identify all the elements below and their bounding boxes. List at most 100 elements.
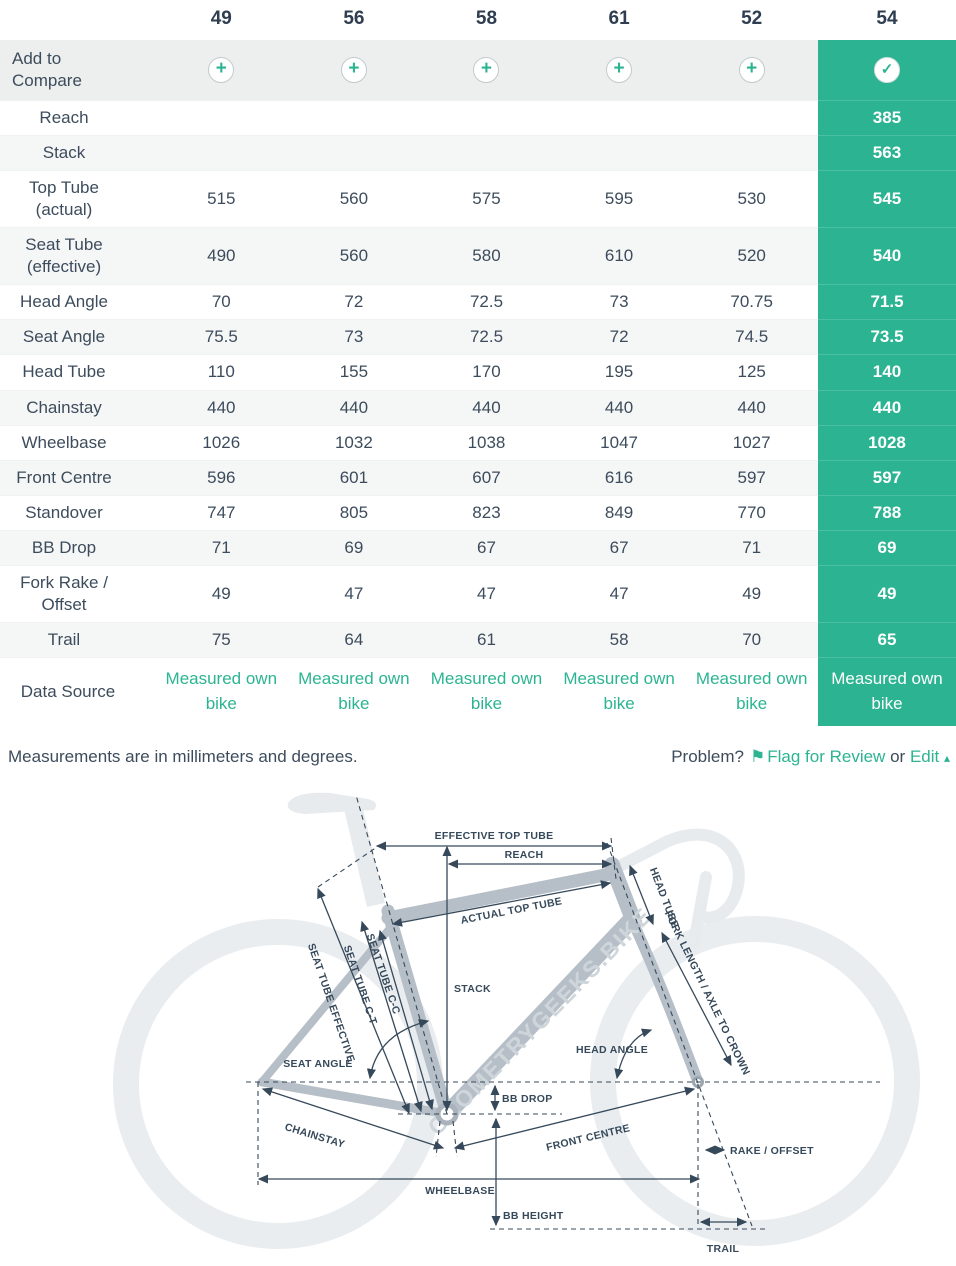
cell: 610 [552,227,686,285]
cell: 110 [155,354,288,391]
cell: 72.5 [420,284,553,320]
plus-icon: + [746,58,758,80]
cell-highlighted: 73.5 [817,319,956,355]
row-label-add-to-compare: Add to Compare [12,48,82,90]
cell-highlighted: 385 [817,99,956,136]
add-to-compare-button[interactable]: + [340,56,367,83]
cell: 73 [287,319,421,355]
cell-highlighted: 440 [817,389,956,426]
cell: 520 [685,227,818,285]
label-stack: STACK [454,983,491,995]
cell: 72 [552,319,686,355]
size-header-61: 61 [552,0,686,40]
cell: 70.75 [685,284,818,320]
caret-up-icon: ▴ [943,750,950,765]
row-label: Front Centre [16,467,112,487]
cell: 515 [155,169,288,228]
add-to-compare-button[interactable]: + [473,56,500,83]
row-label: Stack [42,142,86,162]
cell-highlighted: 1028 [817,424,956,461]
cell [155,99,288,136]
cell: 75.5 [155,319,288,355]
add-to-compare-row: Add to Compare + + + + + ✓ [0,39,956,101]
cell: 73 [552,284,686,320]
size-header-58: 58 [420,0,553,40]
table-row-data-source: Data Source Measured own bike Measured o… [0,657,956,726]
cell: 64 [287,622,421,658]
cell: 67 [552,529,686,566]
cell: 595 [552,169,686,228]
label-bb-height: BB HEIGHT [503,1210,564,1222]
label-trail: TRAIL [707,1243,740,1255]
size-header-52: 52 [685,0,818,40]
cell: 47 [287,564,421,623]
cell-highlighted: 71.5 [817,284,956,320]
data-source-cell-highlighted: Measured own bike [817,657,956,726]
seat-angle-arc [366,1018,430,1079]
cell: 1027 [685,424,818,461]
cell: 70 [155,284,288,320]
head-tube-dim [629,864,654,925]
table-row-trail: Trail 75 64 61 58 70 65 [0,622,956,658]
cell: 560 [287,227,421,285]
cell: 47 [552,564,686,623]
cell: 49 [155,564,288,623]
label-effective-top-tube: EFFECTIVE TOP TUBE [435,830,554,842]
table-row-seat-tube: Seat Tube (effective) 490 560 580 610 52… [0,227,956,285]
table-row-chainstay: Chainstay 440 440 440 440 440 440 [0,389,956,426]
cell-highlighted: 545 [817,169,956,228]
cell: 70 [685,622,818,658]
cell: 440 [552,389,686,426]
actual-top-tube-dim [391,879,612,927]
data-source-cell: Measured own bike [287,657,421,726]
cell: 72.5 [420,319,553,355]
cell-highlighted: 140 [817,354,956,391]
cell [287,99,421,136]
row-label: Trail [47,630,81,650]
cell: 440 [420,389,553,426]
size-header-49: 49 [155,0,288,40]
or-text: or [890,746,906,766]
row-label: Fork Rake / Offset [20,573,108,615]
cell [552,99,686,136]
row-label: Top Tube (actual) [29,177,99,219]
table-row-top-tube: Top Tube (actual) 515 560 575 595 530 54… [0,169,956,228]
geometry-table: 49 56 58 61 52 54 Add to Compare + + + +… [0,0,956,726]
front-wheel [590,915,920,1246]
data-source-cell: Measured own bike [155,657,288,726]
cell-highlighted: 563 [817,134,956,171]
cell-highlighted: 597 [817,459,956,496]
cell: 1032 [287,424,421,461]
cell: 1026 [155,424,288,461]
size-header-row: 49 56 58 61 52 54 [0,0,956,40]
cell [287,134,421,171]
cell: 75 [155,622,288,658]
add-to-compare-button[interactable]: + [208,56,235,83]
table-row-reach: Reach 385 [0,99,956,136]
table-row-stack: Stack 563 [0,134,956,171]
edit-link[interactable]: Edit [909,746,940,766]
add-to-compare-button[interactable]: + [606,56,633,83]
compare-selected-button[interactable]: ✓ [873,56,900,83]
cell: 490 [155,227,288,285]
cell: 58 [552,622,686,658]
cell: 607 [420,459,553,496]
cell: 1047 [552,424,686,461]
cell: 74.5 [685,319,818,355]
cell-highlighted: 540 [817,227,956,285]
label-bb-drop: BB DROP [502,1093,553,1105]
cell: 601 [287,459,421,496]
flag-for-review-link[interactable]: Flag for Review [767,746,886,766]
add-to-compare-button[interactable]: + [738,56,765,83]
cell: 440 [155,389,288,426]
cell: 47 [420,564,553,623]
cell-highlighted: 65 [817,622,956,658]
cell: 823 [420,494,553,531]
label-reach: REACH [505,849,544,861]
problem-label: Problem? [671,746,744,766]
cell: 596 [155,459,288,496]
cell-highlighted: 69 [817,529,956,566]
problem-actions: Problem? ⚑ Flag for Review or Edit ▴ [671,747,950,767]
cell: 616 [552,459,686,496]
cell: 61 [420,622,553,658]
